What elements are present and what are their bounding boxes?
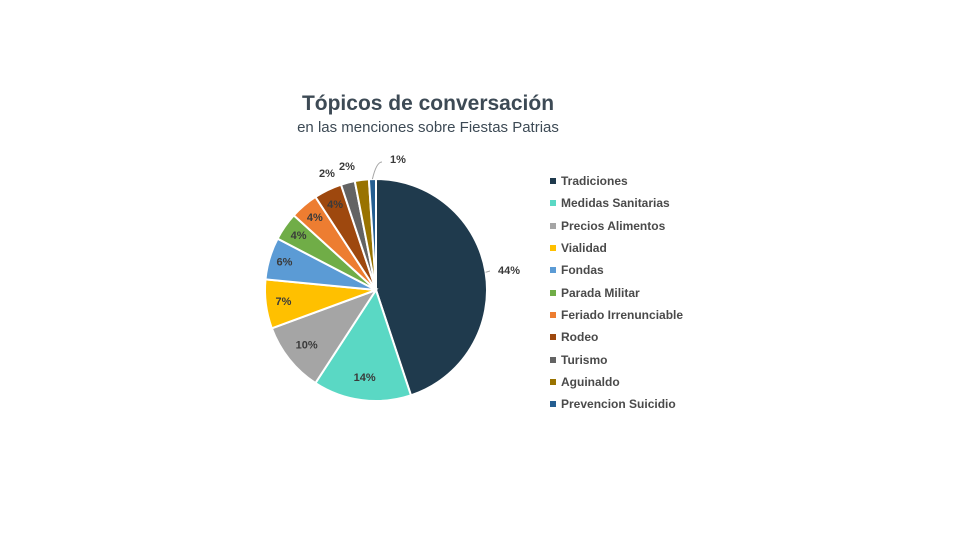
chart-legend: Tradiciones Medidas Sanitarias Precios Ali… (550, 170, 683, 415)
pie-slice-medidas-sanitarias (314, 287, 413, 402)
legend-item-rodeo: Rodeo (550, 326, 683, 348)
leader-line-tradiciones (485, 270, 491, 273)
legend-item-turismo: Turismo (550, 348, 683, 370)
data-label-parada-militar: 4% (291, 230, 307, 242)
legend-label: Parada Militar (561, 285, 640, 300)
data-label-feriado-irrenunciable: 4% (307, 212, 323, 224)
legend-label: Rodeo (561, 330, 599, 345)
data-label-vialidad: 7% (276, 296, 292, 308)
legend-swatch (550, 356, 556, 363)
legend-item-tradiciones: Tradiciones (550, 170, 683, 192)
legend-label: Tradiciones (561, 174, 628, 189)
data-label-rodeo: 4% (327, 199, 343, 211)
legend-swatch (550, 222, 556, 229)
leader-line-prevencion-suicidio (371, 161, 383, 180)
chart-title: Tópicos de conversación (301, 92, 555, 115)
legend-swatch (550, 289, 556, 296)
data-label-medidas-sanitarias: 14% (354, 372, 376, 384)
legend-label: Medidas Sanitarias (561, 196, 670, 211)
legend-label: Turismo (561, 352, 608, 367)
legend-label: Aguinaldo (561, 374, 620, 389)
legend-label: Feriado Irrenunciable (561, 307, 684, 322)
legend-swatch (550, 178, 556, 185)
data-label-aguinaldo: 2% (339, 161, 355, 173)
legend-swatch (550, 401, 556, 408)
legend-item-vialidad: Vialidad (550, 237, 683, 259)
legend-swatch (550, 311, 556, 318)
legend-label: Prevencion Suicidio (561, 397, 676, 412)
legend-label: Precios Alimentos (561, 218, 666, 233)
data-label-fondas: 6% (277, 257, 293, 269)
legend-item-medidas-sanitarias: Medidas Sanitarias (550, 192, 683, 214)
legend-swatch (550, 378, 556, 385)
legend-swatch (550, 334, 556, 341)
chart-subtitle: en las menciones sobre Fiestas Patrias (297, 119, 559, 136)
legend-swatch (550, 245, 556, 252)
pie-slice-tradiciones (375, 177, 489, 397)
legend-item-feriado-irrenunciable: Feriado Irrenunciable (550, 304, 683, 326)
legend-item-parada-militar: Parada Militar (550, 281, 683, 303)
legend-label: Fondas (561, 263, 604, 278)
legend-item-aguinaldo: Aguinaldo (550, 371, 683, 393)
legend-item-precios-alimentos: Precios Alimentos (550, 215, 683, 237)
legend-swatch (550, 200, 556, 207)
data-label-turismo: 2% (319, 168, 335, 180)
legend-item-prevencion-suicidio: Prevencion Suicidio (550, 393, 683, 415)
legend-swatch (550, 267, 556, 274)
legend-item-fondas: Fondas (550, 259, 683, 281)
data-label-precios-alimentos: 10% (296, 339, 318, 351)
pie-slice-precios-alimentos (270, 288, 379, 385)
legend-label: Vialidad (561, 241, 607, 256)
data-label-tradiciones: 44% (498, 265, 520, 277)
data-label-prevencion-suicidio: 1% (390, 154, 406, 166)
